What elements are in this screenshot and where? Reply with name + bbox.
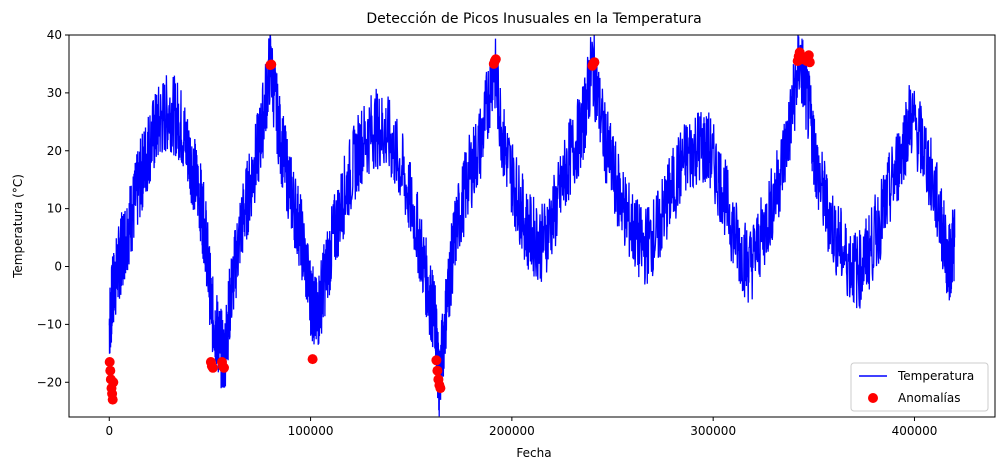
- anomaly-point: [435, 383, 446, 394]
- anomaly-point: [431, 355, 442, 366]
- legend-label-temperatura: Temperatura: [897, 369, 974, 383]
- anomaly-point: [107, 394, 118, 405]
- anomaly-point: [105, 365, 116, 376]
- x-axis-label: Fecha: [516, 446, 551, 460]
- anomaly-point: [490, 54, 501, 65]
- anomaly-point: [219, 362, 229, 373]
- anomaly-point: [266, 59, 277, 70]
- y-axis-label: Temperatura (°C): [11, 174, 25, 279]
- y-tick-label: −10: [37, 317, 62, 331]
- anomaly-point: [432, 365, 443, 376]
- legend-box: [850, 362, 989, 412]
- x-tick-label: 400000: [892, 424, 938, 438]
- y-axis: −20 −10 0 10 20 30 40: [37, 28, 69, 389]
- legend: Temperatura Anomalías: [850, 362, 989, 412]
- anomaly-point: [589, 57, 600, 68]
- legend-marker-swatch: [868, 393, 878, 403]
- x-axis: 0 100000 200000 300000 400000: [105, 417, 937, 438]
- x-tick-label: 300000: [690, 424, 736, 438]
- anomaly-point: [804, 57, 815, 68]
- anomaly-point: [108, 377, 119, 388]
- x-tick-label: 200000: [489, 424, 535, 438]
- x-tick-label: 0: [105, 424, 113, 438]
- chart-title: Detección de Picos Inusuales en la Tempe…: [366, 11, 701, 27]
- anomaly-point: [104, 357, 115, 367]
- series-line-temperatura: [108, 35, 956, 417]
- y-tick-label: −20: [37, 375, 62, 389]
- y-tick-label: 40: [47, 28, 62, 42]
- y-tick-label: 10: [47, 202, 62, 216]
- y-tick-label: 30: [47, 86, 62, 100]
- anomaly-point: [307, 354, 318, 365]
- plot-area: [104, 35, 956, 417]
- plot-frame: [68, 34, 996, 418]
- x-tick-label: 100000: [288, 424, 334, 438]
- y-tick-label: 0: [54, 260, 62, 274]
- legend-label-anomalias: Anomalías: [898, 391, 960, 405]
- anomaly-point: [207, 362, 218, 373]
- y-tick-label: 20: [47, 144, 62, 158]
